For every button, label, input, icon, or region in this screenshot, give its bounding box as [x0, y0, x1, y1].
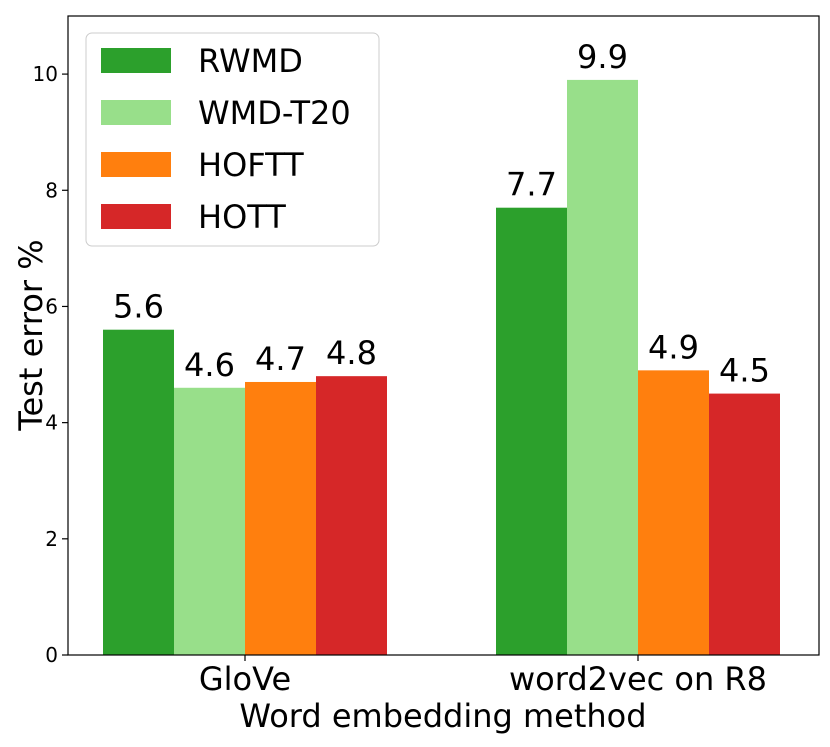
bar-value-label: 9.9	[577, 38, 628, 76]
bar-wmd-t20-0	[174, 387, 245, 655]
y-tick-label: 8	[45, 178, 58, 202]
y-tick-label: 2	[45, 527, 58, 551]
bar-wmd-t20-1	[567, 79, 638, 655]
legend-label-wmd-t20: WMD-T20	[198, 94, 351, 132]
bar-value-label: 4.9	[648, 328, 699, 366]
bar-value-label: 4.5	[719, 352, 770, 390]
legend-label-rwmd: RWMD	[198, 42, 303, 80]
y-tick-label: 6	[45, 294, 58, 318]
bar-hoftt-0	[245, 381, 316, 655]
x-axis: GloVe word2vec on R8	[199, 655, 767, 698]
x-tick-label: GloVe	[199, 660, 291, 698]
bar-value-label: 4.7	[255, 340, 306, 378]
bar-rwmd-1	[496, 207, 567, 655]
x-tick-label: word2vec on R8	[509, 660, 767, 698]
bar-value-label: 4.6	[184, 346, 235, 384]
x-axis-title: Word embedding method	[239, 697, 646, 735]
bar-hott-1	[709, 393, 780, 655]
legend-swatch-rwmd	[101, 48, 171, 73]
bar-rwmd-0	[103, 329, 174, 655]
y-tick-label: 0	[45, 643, 58, 667]
plot-frame	[67, 15, 820, 656]
bar-value-label: 7.7	[506, 166, 557, 204]
bar-hoftt-1	[638, 370, 709, 655]
legend-swatch-hott	[101, 204, 171, 229]
legend-swatch-hoftt	[101, 152, 171, 177]
bar-value-label: 5.6	[113, 288, 164, 326]
bar-value-label: 4.8	[326, 334, 377, 372]
bar-labels-group: 5.6 7.7 4.6 9.9 4.7 4.9 4.8 4.5	[113, 38, 770, 390]
bar-hott-0	[316, 376, 387, 655]
legend-swatch-wmd-t20	[101, 100, 171, 125]
y-tick-label: 4	[45, 411, 58, 435]
legend-label-hott: HOTT	[198, 198, 286, 236]
legend-label-hoftt: HOFTT	[198, 146, 304, 184]
y-axis-title: Test error %	[12, 239, 50, 431]
legend: RWMD WMD-T20 HOFTT HOTT	[85, 32, 380, 247]
y-tick-label: 10	[33, 62, 58, 86]
legend-frame	[85, 32, 380, 247]
bars-group	[103, 79, 780, 655]
y-axis: 0 2 4 6 8 10	[33, 62, 68, 667]
